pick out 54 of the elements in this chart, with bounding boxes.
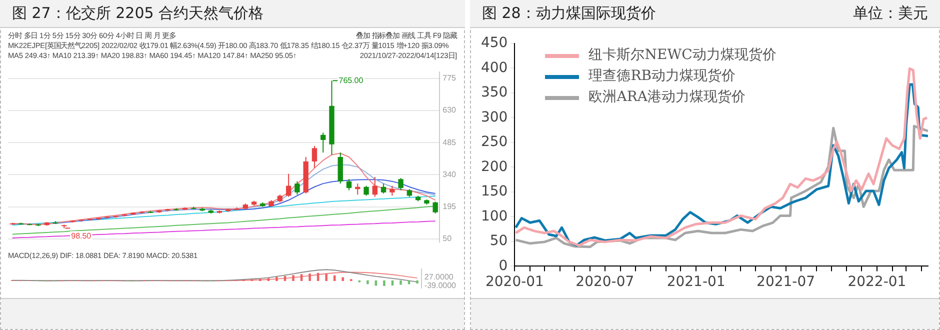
bar xyxy=(308,273,311,282)
candlestick xyxy=(372,176,378,198)
y-tick-label: 775 xyxy=(442,74,457,83)
bar xyxy=(408,280,410,284)
y-tick-label: 300 xyxy=(480,109,508,126)
annotation: 765.00 xyxy=(338,76,364,85)
bar xyxy=(259,278,262,282)
y-tick-label: 0 xyxy=(498,258,508,274)
candlestick xyxy=(432,201,438,214)
y-tick-label: 50 xyxy=(490,233,508,250)
x-tick-label: 2021-07 xyxy=(756,274,816,290)
y-tick-label: 50 xyxy=(442,234,452,244)
chart-title: 图 28：动力煤国际现货价 xyxy=(482,4,656,23)
candlestick xyxy=(380,183,386,194)
legend-label: 纽卡斯尔NEWC动力煤现货价 xyxy=(588,46,776,66)
candlestick xyxy=(312,145,318,169)
y-tick-label: 150 xyxy=(480,184,508,200)
bar xyxy=(325,274,328,282)
chart-subtitle: 单位：美元 xyxy=(853,4,928,23)
y-tick-label: 630 xyxy=(442,106,457,115)
bar xyxy=(400,280,402,285)
candlestick xyxy=(346,178,352,191)
candlestick xyxy=(294,180,300,196)
chart-title: 图 27：伦交所 2205 合约天然气价格 xyxy=(12,4,264,23)
bar xyxy=(342,277,344,282)
y-tick-label: 200 xyxy=(480,158,508,175)
bar xyxy=(366,280,369,284)
y-tick-label: 340 xyxy=(442,170,457,179)
bar xyxy=(383,280,386,286)
y-tick-label: 350 xyxy=(480,84,508,101)
y-tick-label: 100 xyxy=(480,208,508,224)
legend-label: 欧洲ARA港动力煤现货价 xyxy=(588,88,746,108)
candlestick xyxy=(320,132,326,154)
candlestick xyxy=(286,173,292,198)
y-tick-label: 485 xyxy=(442,138,457,147)
y-tick-label: 195 xyxy=(442,202,457,211)
x-tick-label: 2020-01 xyxy=(485,274,544,290)
legend-label: 理查德RB动力煤现货价 xyxy=(588,67,736,86)
y-tick-label: 250 xyxy=(480,134,508,150)
candlestick xyxy=(364,185,369,196)
candlestick xyxy=(390,185,395,196)
y-tick-label: 450 xyxy=(480,35,508,52)
x-tick-label: 2022-01 xyxy=(848,274,906,290)
y-tick-label: 400 xyxy=(480,60,508,76)
bar xyxy=(292,275,294,282)
bar xyxy=(416,280,418,284)
candlestick xyxy=(398,178,404,191)
y-tick-label: 27.0000 xyxy=(424,272,454,282)
bar xyxy=(276,276,278,282)
bar xyxy=(267,278,270,282)
x-tick-label: 2020-07 xyxy=(576,274,634,290)
x-tick-label: 2021-01 xyxy=(666,274,726,290)
bar xyxy=(374,280,378,286)
y-tick-label: -39.0000 xyxy=(424,280,457,290)
